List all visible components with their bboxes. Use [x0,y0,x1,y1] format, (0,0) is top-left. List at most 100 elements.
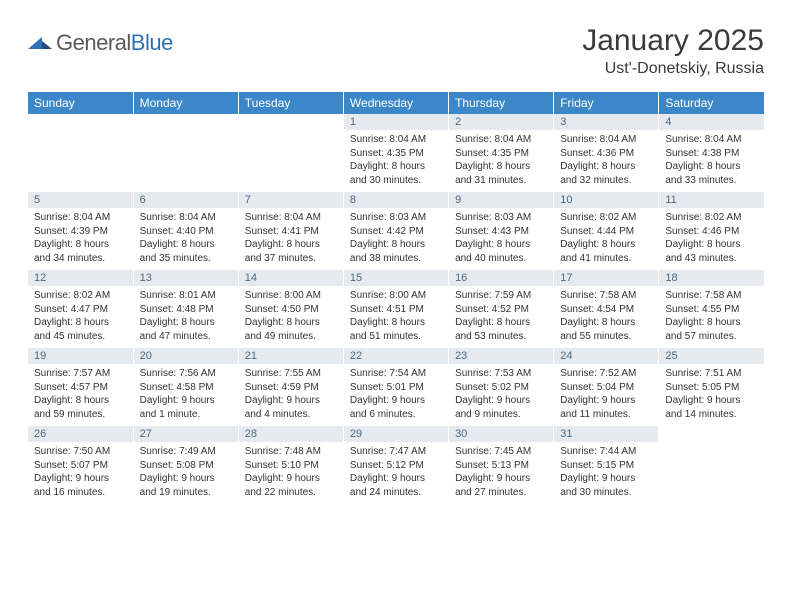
day-details: Sunrise: 7:50 AMSunset: 5:07 PMDaylight:… [28,442,133,503]
day-number: 8 [344,192,448,208]
sunrise-line: Sunrise: 8:04 AM [245,211,337,225]
calendar-day-cell: 25Sunrise: 7:51 AMSunset: 5:05 PMDayligh… [659,348,764,426]
calendar-day-cell: 5Sunrise: 8:04 AMSunset: 4:39 PMDaylight… [28,192,133,270]
daylight-line-1: Daylight: 9 hours [665,394,758,408]
calendar-week-row: 1Sunrise: 8:04 AMSunset: 4:35 PMDaylight… [28,114,764,192]
sunset-line: Sunset: 4:58 PM [140,381,232,395]
day-details: Sunrise: 8:04 AMSunset: 4:35 PMDaylight:… [344,130,448,191]
sunrise-line: Sunrise: 7:50 AM [34,445,127,459]
daylight-line-1: Daylight: 9 hours [34,472,127,486]
daylight-line-1: Daylight: 9 hours [245,394,337,408]
day-number: 28 [239,426,343,442]
sunset-line: Sunset: 5:07 PM [34,459,127,473]
sunset-line: Sunset: 4:42 PM [350,225,442,239]
day-number: 15 [344,270,448,286]
day-number: 18 [659,270,764,286]
sunset-line: Sunset: 5:01 PM [350,381,442,395]
daylight-line-1: Daylight: 8 hours [665,316,758,330]
calendar-day-cell: 12Sunrise: 8:02 AMSunset: 4:47 PMDayligh… [28,270,133,348]
page-header: GeneralBlue January 2025 Ust'-Donetskiy,… [28,24,764,78]
daylight-line-2: and 4 minutes. [245,408,337,422]
sunrise-line: Sunrise: 7:49 AM [140,445,232,459]
sunrise-line: Sunrise: 7:52 AM [560,367,652,381]
logo-text-blue: Blue [131,30,173,55]
weekday-header: Tuesday [238,92,343,114]
daylight-line-1: Daylight: 9 hours [455,472,547,486]
sunrise-line: Sunrise: 7:58 AM [665,289,758,303]
weekday-header: Thursday [449,92,554,114]
sunset-line: Sunset: 4:51 PM [350,303,442,317]
day-number: 31 [554,426,658,442]
calendar-day-cell [659,426,764,504]
sunset-line: Sunset: 4:38 PM [665,147,758,161]
weekday-header: Saturday [659,92,764,114]
sunrise-line: Sunrise: 7:47 AM [350,445,442,459]
daylight-line-2: and 37 minutes. [245,252,337,266]
daylight-line-1: Daylight: 8 hours [560,160,652,174]
daylight-line-1: Daylight: 8 hours [350,238,442,252]
calendar-day-cell: 24Sunrise: 7:52 AMSunset: 5:04 PMDayligh… [554,348,659,426]
daylight-line-1: Daylight: 8 hours [350,316,442,330]
day-details: Sunrise: 7:45 AMSunset: 5:13 PMDaylight:… [449,442,553,503]
calendar-week-row: 12Sunrise: 8:02 AMSunset: 4:47 PMDayligh… [28,270,764,348]
day-number: 13 [134,270,238,286]
daylight-line-1: Daylight: 8 hours [140,316,232,330]
daylight-line-2: and 11 minutes. [560,408,652,422]
sunset-line: Sunset: 4:44 PM [560,225,652,239]
day-number: 29 [344,426,448,442]
sunset-line: Sunset: 5:02 PM [455,381,547,395]
sunset-line: Sunset: 5:08 PM [140,459,232,473]
day-details: Sunrise: 7:58 AMSunset: 4:55 PMDaylight:… [659,286,764,347]
sunrise-line: Sunrise: 7:57 AM [34,367,127,381]
calendar-day-cell [238,114,343,192]
day-details: Sunrise: 8:04 AMSunset: 4:39 PMDaylight:… [28,208,133,269]
sunrise-line: Sunrise: 7:59 AM [455,289,547,303]
daylight-line-1: Daylight: 8 hours [34,238,127,252]
month-title: January 2025 [582,24,764,58]
weekday-header: Monday [133,92,238,114]
sunset-line: Sunset: 4:40 PM [140,225,232,239]
calendar-day-cell: 2Sunrise: 8:04 AMSunset: 4:35 PMDaylight… [449,114,554,192]
calendar-body: 1Sunrise: 8:04 AMSunset: 4:35 PMDaylight… [28,114,764,504]
daylight-line-1: Daylight: 8 hours [245,316,337,330]
day-details: Sunrise: 7:58 AMSunset: 4:54 PMDaylight:… [554,286,658,347]
day-number: 10 [554,192,658,208]
daylight-line-2: and 27 minutes. [455,486,547,500]
day-number: 7 [239,192,343,208]
sunrise-line: Sunrise: 7:48 AM [245,445,337,459]
daylight-line-2: and 24 minutes. [350,486,442,500]
daylight-line-1: Daylight: 9 hours [140,472,232,486]
day-number: 11 [659,192,764,208]
day-number: 1 [344,114,448,130]
calendar-day-cell: 9Sunrise: 8:03 AMSunset: 4:43 PMDaylight… [449,192,554,270]
day-number: 22 [344,348,448,364]
logo-text-general: General [56,30,131,55]
calendar-day-cell: 6Sunrise: 8:04 AMSunset: 4:40 PMDaylight… [133,192,238,270]
day-details: Sunrise: 8:04 AMSunset: 4:38 PMDaylight:… [659,130,764,191]
calendar-day-cell: 23Sunrise: 7:53 AMSunset: 5:02 PMDayligh… [449,348,554,426]
day-details: Sunrise: 8:03 AMSunset: 4:42 PMDaylight:… [344,208,448,269]
daylight-line-1: Daylight: 8 hours [245,238,337,252]
sunset-line: Sunset: 5:10 PM [245,459,337,473]
calendar-day-cell: 31Sunrise: 7:44 AMSunset: 5:15 PMDayligh… [554,426,659,504]
sunrise-line: Sunrise: 8:04 AM [140,211,232,225]
calendar-day-cell: 14Sunrise: 8:00 AMSunset: 4:50 PMDayligh… [238,270,343,348]
day-number: 30 [449,426,553,442]
sunrise-line: Sunrise: 8:04 AM [34,211,127,225]
title-block: January 2025 Ust'-Donetskiy, Russia [582,24,764,78]
calendar-day-cell [133,114,238,192]
day-details: Sunrise: 8:03 AMSunset: 4:43 PMDaylight:… [449,208,553,269]
sunrise-line: Sunrise: 8:03 AM [455,211,547,225]
sunset-line: Sunset: 4:55 PM [665,303,758,317]
calendar-day-cell: 29Sunrise: 7:47 AMSunset: 5:12 PMDayligh… [343,426,448,504]
daylight-line-2: and 38 minutes. [350,252,442,266]
sunset-line: Sunset: 4:43 PM [455,225,547,239]
day-details: Sunrise: 7:53 AMSunset: 5:02 PMDaylight:… [449,364,553,425]
day-number: 2 [449,114,553,130]
sunset-line: Sunset: 5:13 PM [455,459,547,473]
day-number: 6 [134,192,238,208]
day-details: Sunrise: 8:00 AMSunset: 4:50 PMDaylight:… [239,286,343,347]
logo-text: GeneralBlue [56,30,173,56]
daylight-line-1: Daylight: 9 hours [140,394,232,408]
day-details: Sunrise: 7:55 AMSunset: 4:59 PMDaylight:… [239,364,343,425]
